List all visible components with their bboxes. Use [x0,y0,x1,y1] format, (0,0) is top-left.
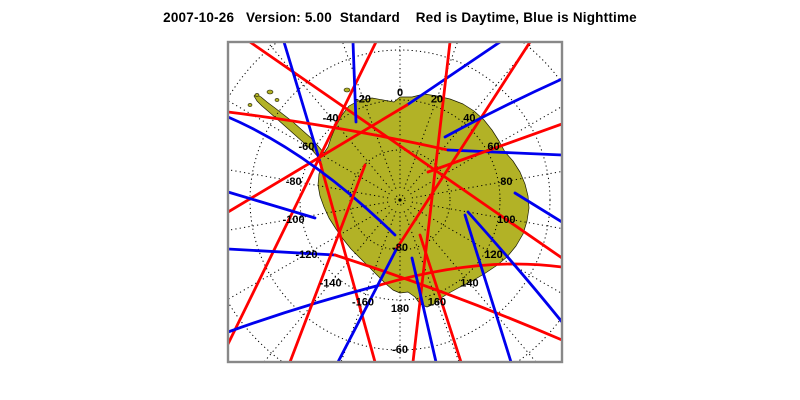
longitude-label: -80 [286,176,302,188]
daytime-track [395,42,532,250]
meridian-line [407,208,537,362]
nighttime-track [228,190,317,220]
island [343,87,351,93]
island [274,98,280,102]
pole-dot [398,198,402,202]
meridian-line [263,208,393,362]
nighttime-track [336,246,399,362]
latitude-circle [349,149,451,251]
nighttime-track [282,42,322,164]
longitude-label: -100 [283,214,305,226]
map-frame [226,40,564,364]
longitude-label: 160 [428,296,446,308]
chart-title: 2007-10-26 Version: 5.00 Standard Red is… [163,10,637,25]
nighttime-track [228,247,337,257]
longitude-label: 40 [463,112,475,124]
nighttime-track [466,210,562,324]
nighttime-track [228,115,397,237]
longitude-label: 120 [484,249,502,261]
longitude-label: -40 [323,112,339,124]
daytime-track [378,262,562,287]
longitude-label: 0 [397,87,403,99]
latitude-label: -80 [392,242,408,254]
nighttime-track [513,191,562,224]
nighttime-track [446,148,562,157]
daytime-track [418,233,463,362]
longitude-label: -20 [355,94,371,106]
daytime-track [318,160,377,362]
daytime-track [228,103,409,214]
meridian-line [266,42,393,192]
longitude-label: -140 [320,278,342,290]
longitude-label: 20 [431,94,443,106]
map-content: 0 20 40 60 80 100 120 140 160 180 -160 -140 -120 -100… [228,42,562,362]
nighttime-track [405,42,502,107]
longitude-label: 60 [487,141,499,153]
longitude-label: 100 [497,214,515,226]
longitude-label: 140 [460,278,478,290]
daytime-track [248,42,562,260]
island [266,89,274,95]
longitude-label: -60 [299,141,315,153]
island [247,103,253,107]
longitude-label: -120 [295,249,317,261]
daytime-track [288,163,367,362]
nighttime-track [351,42,358,124]
latitude-label: -60 [392,344,408,356]
nighttime-track [463,213,513,362]
daytime-track [411,42,452,362]
nighttime-track [410,256,438,362]
daytime-track [426,122,562,174]
longitude-label: -160 [352,296,374,308]
nighttime-track [443,77,562,139]
longitude-label: 80 [500,176,512,188]
meridian-line [407,42,534,192]
daytime-track [228,42,378,346]
nighttime-track [228,283,382,334]
daytime-track [333,253,562,342]
daytime-track [228,110,450,152]
pole-circle [394,194,406,206]
island [254,93,260,97]
longitude-label: 180 [391,303,409,315]
